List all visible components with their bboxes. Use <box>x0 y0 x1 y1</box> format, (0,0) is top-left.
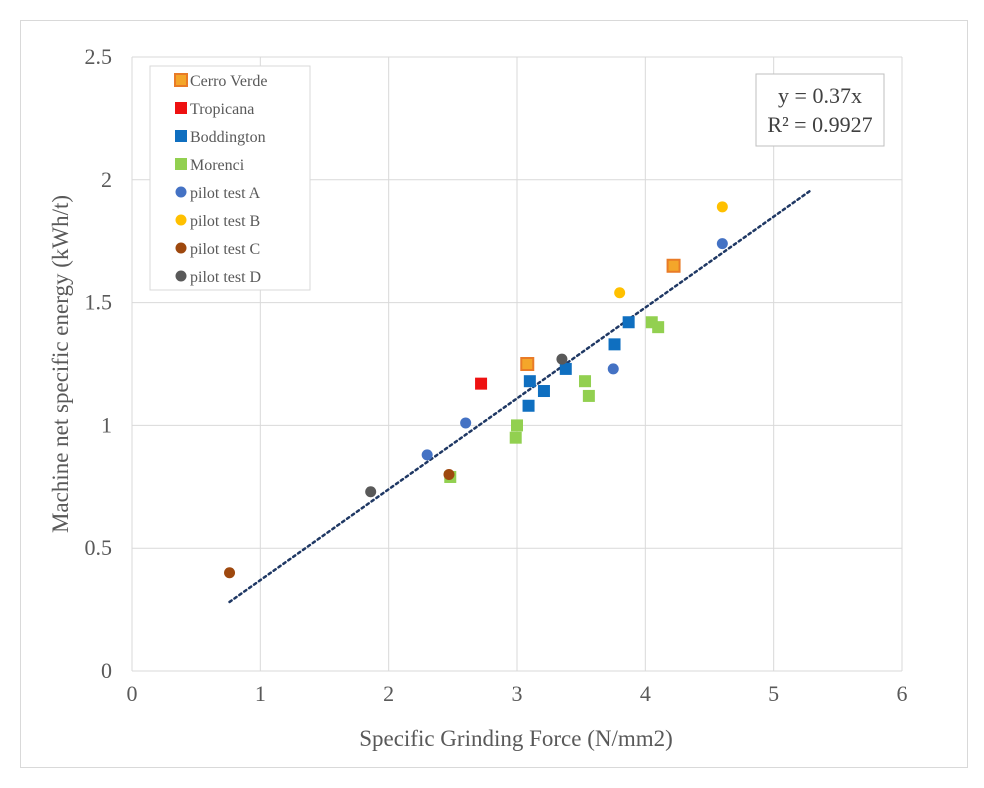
legend-marker <box>175 242 187 254</box>
legend-label: Boddington <box>190 129 266 146</box>
data-point <box>537 385 550 398</box>
legend-marker <box>175 158 187 170</box>
y-tick-label: 0.5 <box>85 535 113 560</box>
data-point <box>520 357 535 371</box>
legend-label: pilot test C <box>190 241 260 258</box>
x-axis-title: Specific Grinding Force (N/mm2) <box>359 726 673 751</box>
x-tick-label: 1 <box>255 681 266 706</box>
data-point <box>582 389 595 402</box>
y-tick-label: 0 <box>101 658 112 683</box>
data-point <box>460 417 472 429</box>
x-tick-label: 2 <box>383 681 394 706</box>
y-tick-label: 2.5 <box>85 44 113 69</box>
legend-marker <box>175 130 187 142</box>
legend-label: pilot test D <box>190 269 261 286</box>
legend-marker <box>175 270 187 282</box>
data-points <box>224 201 728 579</box>
trendline <box>228 189 813 604</box>
equation-border <box>755 73 885 147</box>
y-tick-label: 1 <box>101 412 112 437</box>
x-tick-label: 0 <box>127 681 138 706</box>
legend-marker <box>175 186 187 198</box>
y-tick-label: 2 <box>101 167 112 192</box>
data-point <box>443 469 455 481</box>
data-point <box>579 375 592 388</box>
data-point <box>716 238 728 250</box>
legend-items: Cerro Verde Tropicana Boddington Morenci pil… <box>174 73 267 286</box>
legend-label: pilot test B <box>190 213 260 230</box>
data-point <box>559 362 572 375</box>
data-point <box>523 375 536 388</box>
legend-label: Cerro Verde <box>190 73 267 90</box>
legend-label: pilot test A <box>190 185 261 202</box>
data-point <box>224 567 236 579</box>
data-point <box>556 353 568 365</box>
trendline-equation-box: y = 0.37x R² = 0.9927 <box>755 73 885 147</box>
x-tick-label: 3 <box>512 681 523 706</box>
data-point <box>365 486 377 498</box>
data-point <box>622 316 635 329</box>
data-point <box>666 258 681 273</box>
data-point <box>614 287 626 299</box>
trendline-layer <box>228 189 813 604</box>
data-point <box>716 201 728 213</box>
trendline-r-squared: R² = 0.9927 <box>767 112 872 137</box>
legend: Cerro Verde Tropicana Boddington Morenci pil… <box>149 65 311 291</box>
legend-marker <box>174 73 188 87</box>
x-tick-label: 5 <box>768 681 779 706</box>
data-point <box>509 431 522 444</box>
data-point <box>652 321 665 334</box>
data-point <box>511 419 523 432</box>
tick-labels: 0 1 2 3 4 5 6 0 0.5 1 1.5 2 2.5 <box>85 44 908 706</box>
x-tick-label: 6 <box>897 681 908 706</box>
y-axis-title: Machine net specific energy (kWh/t) <box>48 195 73 533</box>
x-tick-label: 4 <box>640 681 651 706</box>
data-point <box>607 363 619 375</box>
data-point <box>522 399 535 412</box>
trendline-equation: y = 0.37x <box>778 83 862 108</box>
data-point <box>475 377 488 390</box>
legend-label: Tropicana <box>190 101 254 118</box>
legend-marker <box>175 214 187 226</box>
legend-label: Morenci <box>190 157 245 174</box>
data-point <box>608 338 621 351</box>
legend-marker <box>175 102 187 114</box>
y-tick-label: 1.5 <box>85 290 113 315</box>
data-point <box>421 449 433 461</box>
